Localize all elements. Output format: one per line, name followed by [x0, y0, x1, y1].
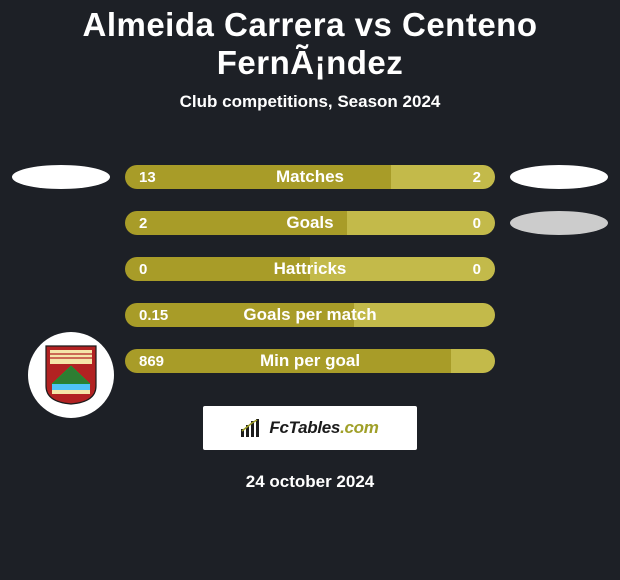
- stat-bar: 0 0 Hattricks: [125, 257, 495, 281]
- stat-right-value: 2: [391, 165, 495, 189]
- stat-left-value: 0.15: [125, 303, 354, 327]
- player-right-marker-2: [510, 211, 608, 235]
- stat-row: 13 2 Matches: [0, 154, 620, 200]
- stat-bar: 869 Min per goal: [125, 349, 495, 373]
- stat-right-value: [354, 303, 495, 327]
- bars-icon: [241, 419, 263, 437]
- stat-left-value: 13: [125, 165, 391, 189]
- page-title: Almeida Carrera vs Centeno FernÃ¡ndez: [0, 0, 620, 82]
- stat-left-value: 2: [125, 211, 347, 235]
- stat-right-value: 0: [310, 257, 495, 281]
- logo-part-c: .com: [340, 418, 378, 437]
- stat-right-value: 0: [347, 211, 495, 235]
- stat-left-value: 0: [125, 257, 310, 281]
- stat-row: 0 0 Hattricks: [0, 246, 620, 292]
- footer-date: 24 october 2024: [0, 472, 620, 492]
- stats-area: 13 2 Matches 2 0 Goals 0 0 Hattricks 0.1…: [0, 154, 620, 384]
- stat-row: 0.15 Goals per match: [0, 292, 620, 338]
- stat-bar: 13 2 Matches: [125, 165, 495, 189]
- logo-part-b: Tables: [289, 418, 340, 437]
- player-left-marker: [12, 165, 110, 189]
- page-subtitle: Club competitions, Season 2024: [0, 92, 620, 112]
- stat-bar: 2 0 Goals: [125, 211, 495, 235]
- fctables-logo: FcTables.com: [203, 406, 417, 450]
- stat-row: 869 Min per goal: [0, 338, 620, 384]
- stat-row: 2 0 Goals: [0, 200, 620, 246]
- logo-part-a: Fc: [269, 418, 288, 437]
- player-right-marker: [510, 165, 608, 189]
- stat-right-value: [451, 349, 495, 373]
- stat-bar: 0.15 Goals per match: [125, 303, 495, 327]
- stat-left-value: 869: [125, 349, 451, 373]
- logo-text: FcTables.com: [269, 418, 378, 438]
